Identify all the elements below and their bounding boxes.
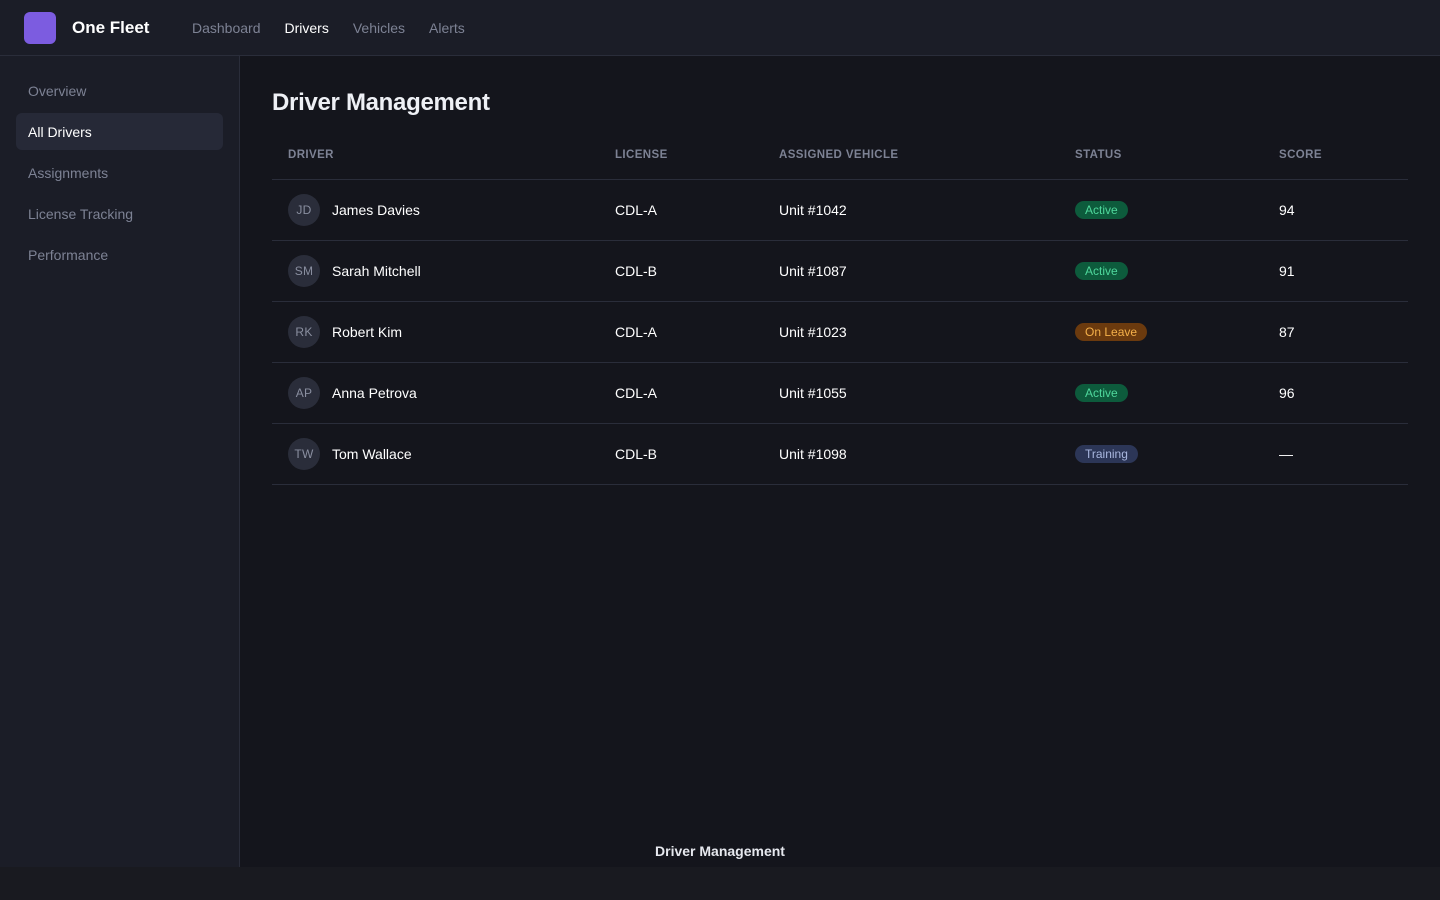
topnav-dashboard[interactable]: Dashboard [192,20,261,36]
drivers-table: DRIVER LICENSE ASSIGNED VEHICLE STATUS S… [272,147,1408,485]
driver-name[interactable]: Robert Kim [332,323,403,340]
footer-strip [0,867,1440,900]
topnav-alerts[interactable]: Alerts [429,20,465,36]
avatar: AP [288,376,320,409]
license-cell: CDL-B [615,240,779,302]
sidebar-item-assignments[interactable]: Assignments [28,164,109,181]
table-row[interactable]: TW Tom Wallace CDL-B Unit #1098 Training… [272,423,1408,485]
license-cell: CDL-A [615,362,779,424]
driver-name[interactable]: James Davies [332,201,420,218]
table-header-row: DRIVER LICENSE ASSIGNED VEHICLE STATUS S… [272,147,1408,180]
table-row[interactable]: RK Robert Kim CDL-A Unit #1023 On Leave … [272,301,1408,363]
vehicle-cell: Unit #1042 [779,179,1075,241]
driver-cell: TW Tom Wallace [288,437,615,470]
footer-label: Driver Management [655,843,785,859]
license-cell: CDL-B [615,423,779,485]
sidebar-item-all-drivers[interactable]: All Drivers [16,113,223,150]
column-header-license[interactable]: LICENSE [615,147,779,180]
sidebar-item-performance[interactable]: Performance [28,246,109,263]
status-badge: Active [1075,200,1128,219]
table-row[interactable]: JD James Davies CDL-A Unit #1042 Active … [272,179,1408,241]
score-cell: 87 [1279,301,1408,363]
driver-name[interactable]: Sarah Mitchell [332,262,421,279]
status-badge: Training [1075,444,1138,463]
score-cell: 91 [1279,240,1408,302]
main-content: Driver Management DRIVER LICENSE ASSIGNE… [272,56,1408,485]
vehicle-cell: Unit #1023 [779,301,1075,363]
app-brand[interactable]: One Fleet [72,18,150,37]
driver-cell: AP Anna Petrova [288,376,615,409]
sidebar-item-license-tracking[interactable]: License Tracking [28,205,134,222]
license-cell: CDL-A [615,301,779,363]
vehicle-cell: Unit #1098 [779,423,1075,485]
avatar: TW [288,437,320,470]
sidebar-item-overview[interactable]: Overview [28,82,87,99]
avatar: SM [288,254,320,287]
driver-name[interactable]: Tom Wallace [332,445,412,462]
column-header-driver[interactable]: DRIVER [272,147,615,180]
topnav-vehicles[interactable]: Vehicles [352,20,405,36]
column-header-assigned-vehicle[interactable]: ASSIGNED VEHICLE [779,147,1075,180]
page-title: Driver Management [272,89,490,116]
top-bar: One Fleet Dashboard Drivers Vehicles Ale… [0,0,1440,56]
status-badge: On Leave [1075,322,1148,341]
vehicle-cell: Unit #1087 [779,240,1075,302]
sidebar: Overview All Drivers Assignments License… [0,56,240,867]
table-row[interactable]: SM Sarah Mitchell CDL-B Unit #1087 Activ… [272,240,1408,302]
score-cell: 94 [1279,179,1408,241]
column-header-score[interactable]: SCORE [1279,147,1408,180]
driver-cell: RK Robert Kim [288,315,615,348]
driver-cell: JD James Davies [288,193,615,226]
score-cell: — [1279,423,1408,485]
status-badge: Active [1075,261,1128,280]
avatar: RK [288,315,320,348]
app-logo[interactable] [24,12,56,44]
vehicle-cell: Unit #1055 [779,362,1075,424]
topnav-drivers[interactable]: Drivers [284,20,329,36]
score-cell: 96 [1279,362,1408,424]
column-header-status[interactable]: STATUS [1075,147,1279,180]
driver-cell: SM Sarah Mitchell [288,254,615,287]
driver-name[interactable]: Anna Petrova [332,384,417,401]
avatar: JD [288,193,320,226]
license-cell: CDL-A [615,179,779,241]
table-row[interactable]: AP Anna Petrova CDL-A Unit #1055 Active … [272,362,1408,424]
top-nav: Dashboard Drivers Vehicles Alerts [192,19,465,37]
status-badge: Active [1075,383,1128,402]
